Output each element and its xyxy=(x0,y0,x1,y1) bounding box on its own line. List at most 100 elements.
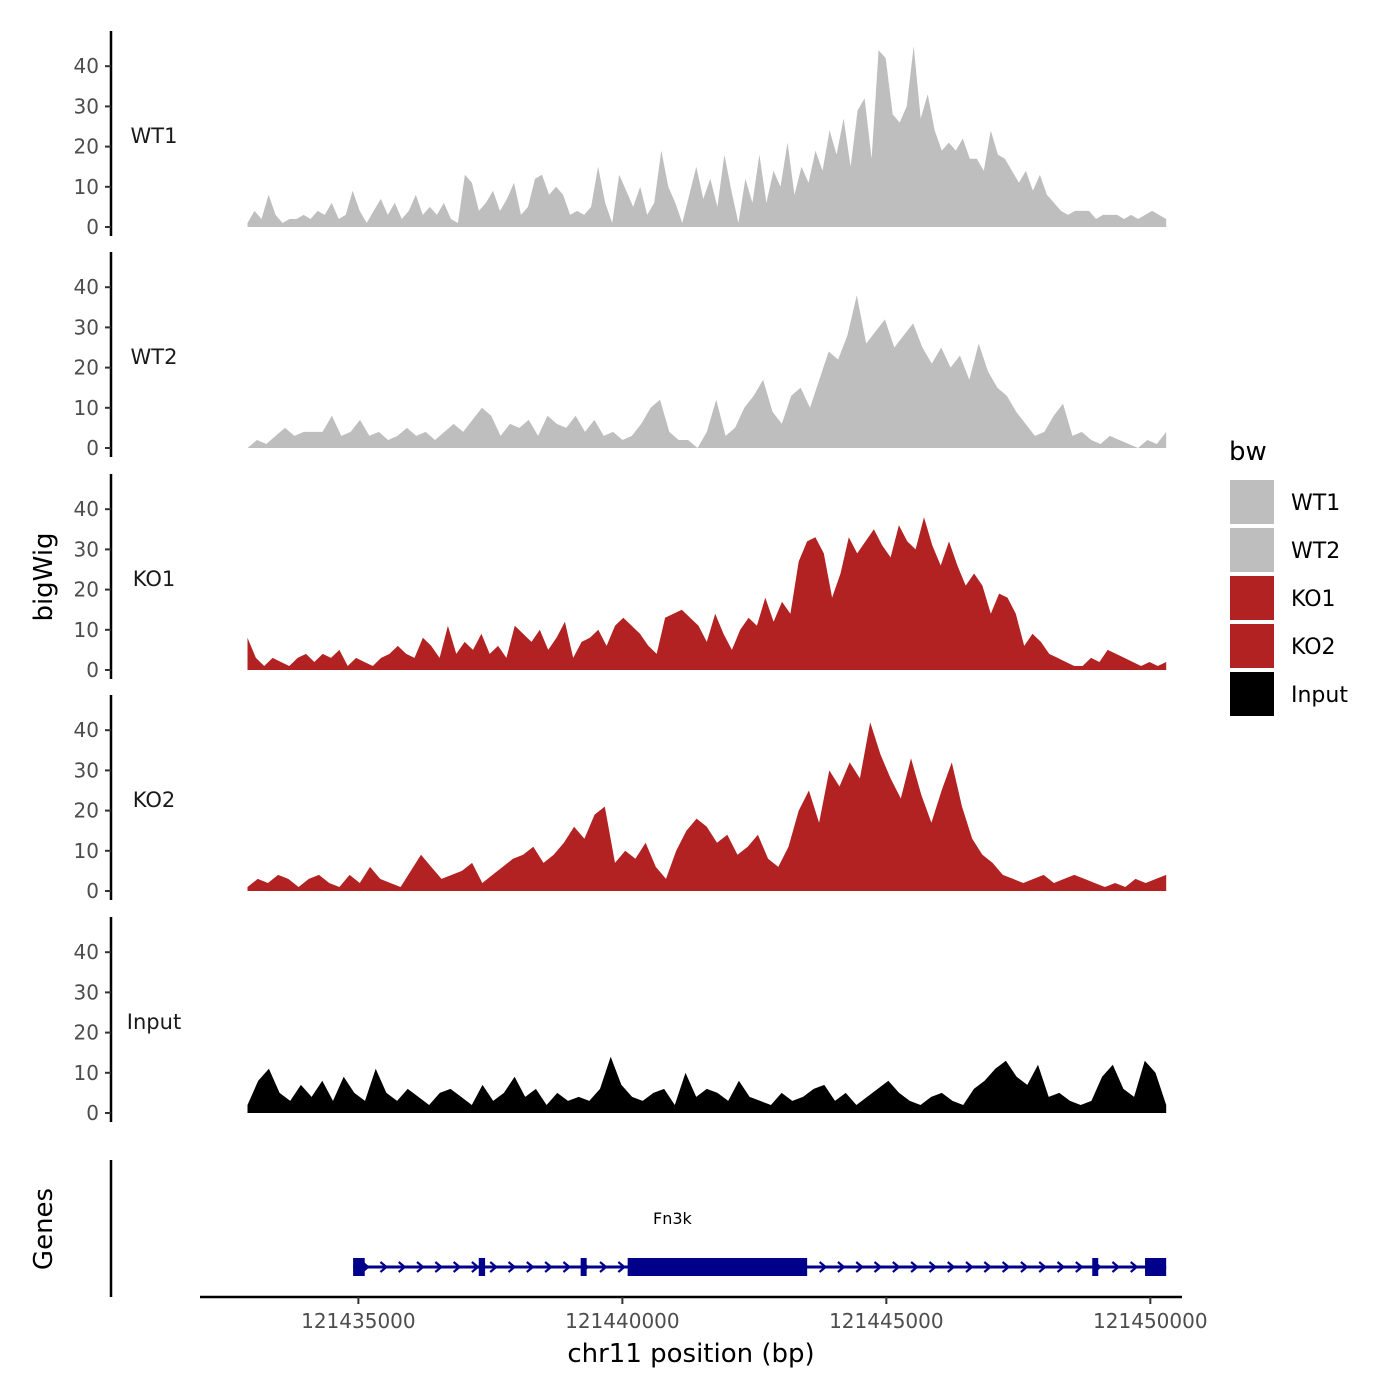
strand-arrow-icon xyxy=(873,1261,883,1273)
legend-swatch xyxy=(1230,624,1274,668)
strand-arrow-icon xyxy=(892,1261,901,1273)
y-tick-label: 40 xyxy=(74,54,99,78)
strand-arrow-icon xyxy=(928,1261,938,1273)
y-tick-label: 20 xyxy=(74,1021,99,1045)
strand-arrow-icon xyxy=(965,1261,974,1273)
strand-arrow-icon xyxy=(398,1261,407,1273)
legend-swatch xyxy=(1230,576,1274,620)
y-tick-label: 10 xyxy=(74,1061,99,1085)
genes-track: Genes Fn3k xyxy=(29,1160,1167,1297)
y-tick-label: 10 xyxy=(74,618,99,642)
strand-arrow-icon xyxy=(1038,1261,1047,1273)
legend-swatch xyxy=(1230,480,1274,524)
strand-arrow-icon xyxy=(837,1261,846,1273)
track-wt2: 0 10 20 30 40 WT2 xyxy=(74,252,1167,460)
coverage-area xyxy=(247,1056,1167,1113)
y-tick-label: 40 xyxy=(74,718,99,742)
strand-arrow-icon xyxy=(507,1261,517,1273)
gene-exon xyxy=(580,1258,587,1276)
track-wt1: 0 10 20 30 40 WT1 xyxy=(74,31,1167,239)
strand-arrow-icon xyxy=(1111,1261,1121,1273)
strand-arrow-icon xyxy=(1020,1261,1029,1273)
y-tick-label: 0 xyxy=(86,1101,99,1125)
y-tick-label: 0 xyxy=(86,879,99,903)
plot-area: 0 10 20 30 40 WT1 0 10 20 30 40 WT2 0 10 20 30 40 KO1 0 10 2… xyxy=(29,31,1208,1369)
gene-exon xyxy=(353,1258,365,1276)
legend-label: WT1 xyxy=(1291,491,1340,516)
y-tick-label: 40 xyxy=(74,497,99,521)
legend-label: WT2 xyxy=(1291,539,1340,564)
y-tick-label: 10 xyxy=(74,839,99,863)
x-tick-label: 121440000 xyxy=(565,1309,680,1333)
y-tick-label: 30 xyxy=(74,315,99,339)
legend-label: Input xyxy=(1291,683,1348,708)
strand-arrow-icon xyxy=(983,1261,993,1273)
strand-arrow-icon xyxy=(471,1261,480,1273)
legend-swatch xyxy=(1230,528,1274,572)
strand-arrow-icon xyxy=(818,1261,828,1273)
gene-name-label: Fn3k xyxy=(653,1209,693,1228)
y-tick-label: 0 xyxy=(86,215,99,239)
strand-arrow-icon xyxy=(947,1261,956,1273)
y-tick-label: 40 xyxy=(74,275,99,299)
y-tick-label: 10 xyxy=(74,396,99,420)
strand-arrow-icon xyxy=(1056,1261,1066,1273)
y-tick-label: 10 xyxy=(74,175,99,199)
y-tick-label: 20 xyxy=(74,356,99,380)
strand-arrow-icon xyxy=(434,1261,444,1273)
strand-arrow-icon xyxy=(379,1261,389,1273)
strand-arrow-icon xyxy=(562,1261,572,1273)
x-tick-label: 121445000 xyxy=(829,1309,944,1333)
gene-exon xyxy=(478,1258,486,1276)
genes-track-label: Genes xyxy=(29,1188,59,1270)
x-axis-title: chr11 position (bp) xyxy=(567,1339,814,1369)
legend-item-ko2: KO2 xyxy=(1230,624,1336,668)
strand-arrow-icon xyxy=(910,1261,919,1273)
x-axis: 121435000 121440000 121445000 121450000 chr1… xyxy=(200,1295,1208,1369)
legend-swatch xyxy=(1230,672,1274,716)
track-input: 0 10 20 30 40 Input xyxy=(74,917,1167,1125)
strand-arrow-icon xyxy=(526,1261,535,1273)
legend-label: KO1 xyxy=(1291,587,1336,612)
gene-exon xyxy=(627,1258,808,1276)
y-tick-label: 30 xyxy=(74,537,99,561)
track-ko2: 0 10 20 30 40 KO2 xyxy=(74,695,1167,903)
strand-arrow-icon xyxy=(1001,1261,1011,1273)
y-tick-label: 20 xyxy=(74,578,99,602)
legend-item-wt1: WT1 xyxy=(1230,480,1340,524)
legend-item-input: Input xyxy=(1230,672,1348,716)
track-label: WT2 xyxy=(131,345,178,369)
x-tick-label: 121435000 xyxy=(301,1309,416,1333)
legend-item-ko1: KO1 xyxy=(1230,576,1336,620)
coverage-area xyxy=(247,295,1167,448)
x-tick-label: 121450000 xyxy=(1093,1309,1208,1333)
coverage-area xyxy=(247,517,1167,670)
track-label: KO1 xyxy=(133,567,176,591)
coverage-area xyxy=(247,46,1167,227)
gene-exon xyxy=(1092,1258,1099,1276)
track-ko1: 0 10 20 30 40 KO1 xyxy=(74,474,1167,682)
legend-title: bw xyxy=(1229,437,1267,467)
track-label: KO2 xyxy=(133,788,176,812)
strand-arrow-icon xyxy=(599,1261,608,1273)
strand-arrow-icon xyxy=(855,1261,864,1273)
y-tick-label: 20 xyxy=(74,799,99,823)
legend-label: KO2 xyxy=(1291,635,1336,660)
y-tick-label: 20 xyxy=(74,135,99,159)
strand-arrow-icon xyxy=(544,1261,553,1273)
y-tick-label: 0 xyxy=(86,436,99,460)
track-label: WT1 xyxy=(131,124,178,148)
legend: bw WT1 WT2 KO1 KO2 Input xyxy=(1229,437,1348,716)
strand-arrow-icon xyxy=(1130,1261,1139,1273)
y-tick-label: 30 xyxy=(74,758,99,782)
y-axis-title: bigWig xyxy=(29,532,59,621)
strand-arrow-icon xyxy=(1075,1261,1084,1273)
strand-arrow-icon xyxy=(416,1261,425,1273)
strand-arrow-icon xyxy=(617,1261,627,1273)
track-label: Input xyxy=(127,1010,181,1034)
strand-arrow-icon xyxy=(489,1261,498,1273)
coverage-area xyxy=(247,722,1167,891)
gene-exon xyxy=(1145,1258,1167,1276)
